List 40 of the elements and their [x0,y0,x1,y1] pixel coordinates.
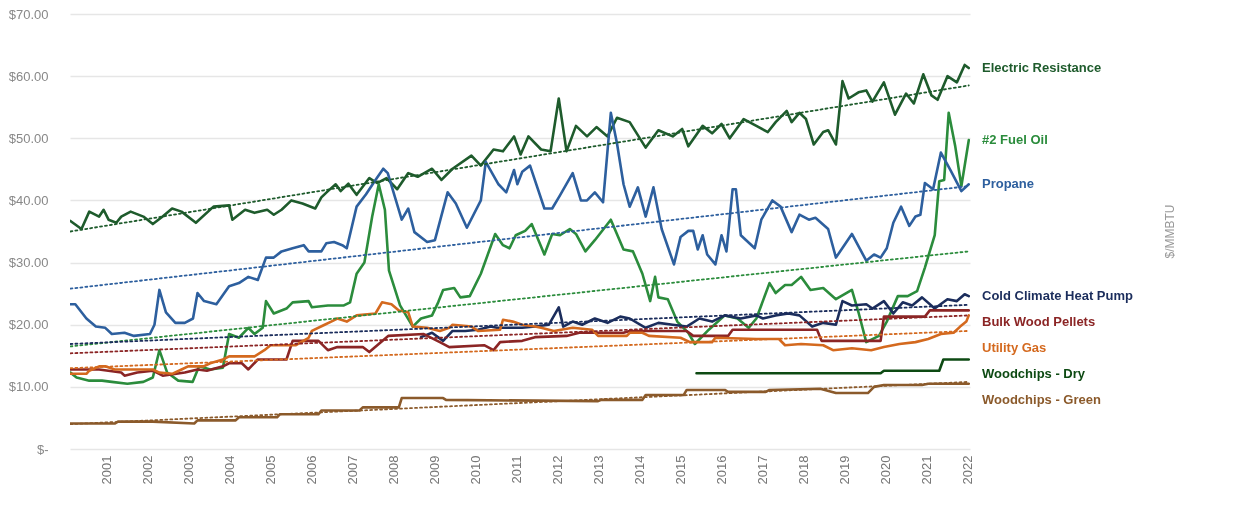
x-tick-label: 2010 [468,455,484,485]
x-tick-label: 2007 [345,455,361,485]
x-tick-label: 2002 [140,455,156,485]
x-tick-label: 2019 [837,455,853,485]
y-tick-label: $40.00 [8,192,49,208]
series-label: Bulk Wood Pellets [982,314,1096,330]
x-tick-label: 2014 [632,455,648,485]
x-tick-label: 2013 [591,455,607,485]
y-tick-label: $50.00 [8,130,49,146]
x-tick-label: 2005 [263,455,279,485]
x-tick-label: 2020 [878,455,894,485]
x-tick-label: 2015 [673,455,689,485]
x-tick-label: 2004 [222,455,238,485]
line-series [70,111,970,386]
x-tick-label: 2006 [304,455,320,485]
series-label: Electric Resistance [982,60,1102,76]
x-tick-label: 2012 [550,455,566,485]
x-tick-label: 2011 [509,455,525,484]
series-label: #2 Fuel Oil [982,132,1048,148]
x-tick-label: 2001 [99,455,115,485]
series-label: Propane [982,176,1035,192]
x-tick-label: 2021 [919,455,935,485]
y-tick-label: $60.00 [8,68,49,84]
series-label: Cold Climate Heat Pump [982,288,1134,304]
y-tick-label: $- [36,441,49,457]
text: $/MMBTU [1163,204,1177,259]
series-label: Woodchips - Dry [982,366,1086,382]
y-tick-label: $30.00 [8,255,49,271]
x-tick-label: 2009 [427,455,443,485]
x-tick-label: 2022 [960,455,976,485]
x-tick-label: 2018 [796,455,812,485]
y-tick-label: $10.00 [8,379,49,395]
x-tick-label: 2016 [714,455,730,485]
x-tick-label: 2003 [181,455,197,485]
x-tick-label: 2008 [386,455,402,485]
x-tick-label: 2017 [755,455,771,485]
y-tick-label: $70.00 [8,6,49,22]
series-label: Utility Gas [982,340,1047,356]
series-label: Woodchips - Green [982,392,1101,408]
y-tick-label: $20.00 [8,317,49,333]
